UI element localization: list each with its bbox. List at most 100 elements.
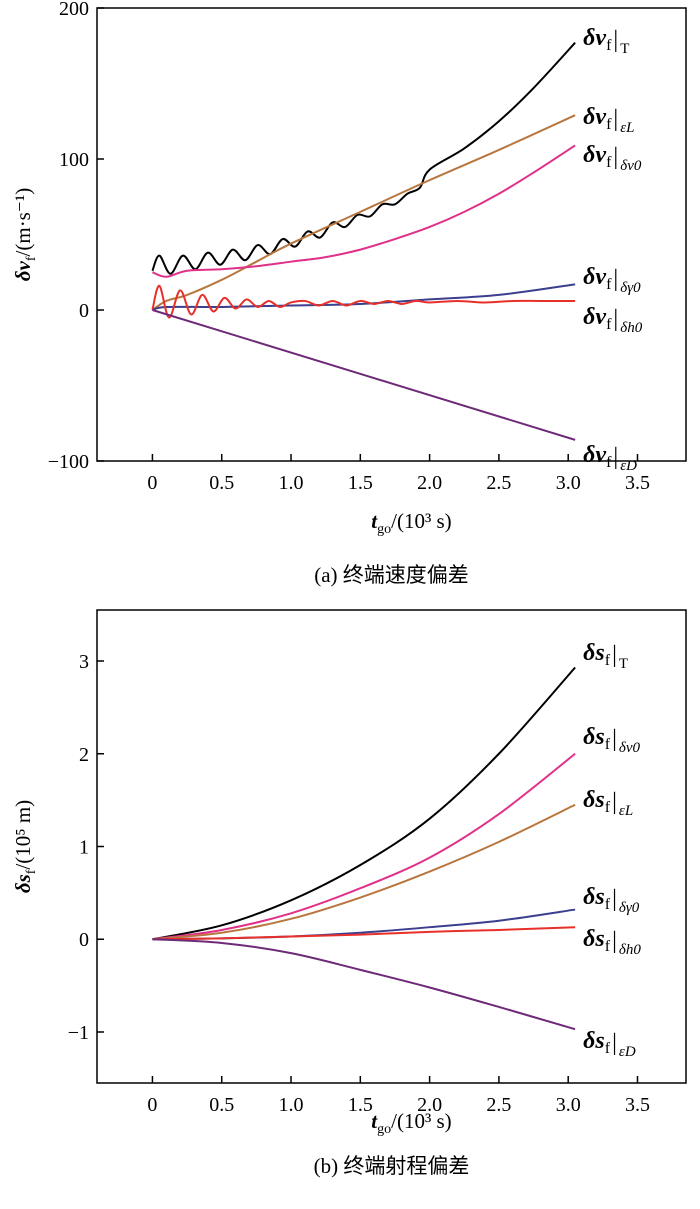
label-sub: f: [605, 1040, 611, 1057]
label-bar: |: [612, 642, 617, 668]
series-label-εL: δvf| εL: [583, 104, 634, 136]
series-label-δv0: δsf| δv0: [583, 724, 640, 756]
label-sub: f: [606, 454, 612, 471]
y-tick-label: 2: [79, 744, 89, 766]
x-label-main: t: [371, 1109, 378, 1133]
x-label-sub: go: [377, 522, 391, 537]
series-line-δv0: [152, 144, 576, 278]
y-label-rest: /(m·s⁻¹): [11, 188, 35, 257]
label-var: δs: [583, 787, 605, 813]
label-bar: |: [613, 444, 618, 470]
x-tick-label: 3.0: [556, 1094, 581, 1116]
label-bar: |: [613, 144, 618, 170]
label-sub: f: [606, 116, 612, 133]
label-cond: δγ0: [619, 900, 640, 916]
x-tick-label: 3.5: [625, 472, 650, 494]
label-var: δv: [583, 304, 606, 330]
label-sub: f: [606, 154, 612, 171]
label-sub: f: [605, 896, 611, 913]
label-bar: |: [613, 266, 618, 292]
label-sub: f: [606, 276, 612, 293]
series-label-δγ0: δvf| δγ0: [583, 264, 641, 296]
series-line-δγ0: [152, 283, 576, 311]
x-tick-label: 2.0: [417, 1094, 442, 1116]
y-label-sub: f: [24, 869, 39, 874]
label-var: δv: [583, 104, 606, 130]
y-tick-label: 100: [59, 149, 89, 171]
x-label-main: t: [371, 509, 378, 533]
x-tick-label: 1.5: [348, 472, 373, 494]
label-var: δs: [583, 724, 605, 750]
label-var: δv: [583, 442, 606, 468]
series-line-εL: [151, 114, 576, 311]
y-tick-label: 200: [59, 0, 89, 20]
chart-caption: (a) 终端速度偏差: [314, 563, 469, 587]
label-bar: |: [613, 27, 618, 53]
label-sub: f: [606, 316, 612, 333]
y-tick-label: 3: [79, 651, 89, 673]
label-cond: δv0: [619, 740, 641, 756]
y-tick-label: −100: [48, 451, 89, 473]
label-bar: |: [613, 306, 618, 332]
label-sub: f: [605, 938, 611, 955]
label-var: δv: [583, 142, 606, 168]
series-label-δγ0: δsf| δγ0: [583, 884, 640, 916]
series-line-εL: [152, 803, 576, 941]
x-tick-label: 1.5: [348, 1094, 373, 1116]
x-tick-label: 3.0: [556, 472, 581, 494]
series-label-εD: δsf| εD: [583, 1028, 636, 1060]
chart-a: 0 0.5 1.0 1.5 2.0 2.5 3.0 3.5 −100 0 100 200 tgo/(10…: [11, 0, 687, 587]
label-sub: f: [605, 652, 611, 669]
x-axis-label: tgo/(10³ s): [371, 509, 451, 537]
y-label-main: δv: [11, 260, 35, 281]
series-label-T: δvf| T: [583, 25, 629, 57]
label-cond: δv0: [620, 158, 642, 174]
y-label-sub: f: [24, 256, 39, 261]
label-cond: εL: [620, 120, 634, 136]
series-line-εD: [152, 938, 576, 1031]
series-line-δv0: [152, 752, 576, 941]
x-tick-label: 0: [147, 1094, 157, 1116]
x-tick-label: 3.5: [625, 1094, 650, 1116]
x-tick-label: 0.5: [209, 1094, 234, 1116]
series-label-εD: δvf| εD: [583, 442, 637, 474]
label-cond: εD: [619, 1044, 636, 1060]
label-cond: T: [619, 656, 628, 672]
x-tick-label: 1.0: [279, 472, 304, 494]
series-line-T: [152, 666, 576, 941]
x-tick-label: 2.5: [486, 1094, 511, 1116]
x-axis-label: tgo/(10³ s): [371, 1109, 451, 1137]
series-label-T: δsf| T: [583, 640, 628, 672]
series-label-δh0: δvf| δh0: [583, 304, 643, 336]
label-cond: T: [620, 41, 629, 57]
x-label-rest: /(10³ s): [391, 509, 452, 533]
x-tick-label: 1.0: [279, 1094, 304, 1116]
label-bar: |: [613, 106, 618, 132]
chart-caption: (b) 终端射程偏差: [314, 1154, 470, 1178]
label-var: δv: [583, 25, 606, 51]
label-cond: δh0: [620, 320, 642, 336]
label-cond: εL: [619, 803, 633, 819]
series-line-δh0: [151, 284, 576, 319]
y-label-main: δs: [11, 874, 35, 893]
label-var: δs: [583, 884, 605, 910]
label-var: δs: [583, 926, 605, 952]
label-cond: εD: [620, 458, 637, 474]
label-sub: f: [605, 736, 611, 753]
chart-b: 0 0.5 1.0 1.5 2.0 2.5 3.0 3.5 −1 0 1 2 3 tgo/(10³ s) δ…: [11, 609, 687, 1178]
series-line-T: [151, 42, 576, 275]
series-label-εL: δsf| εL: [583, 787, 633, 819]
series-label-δv0: δvf| δv0: [583, 142, 642, 174]
x-tick-label: 0: [147, 472, 157, 494]
label-bar: |: [612, 789, 617, 815]
y-tick-label: 1: [79, 837, 89, 859]
label-var: δs: [583, 1028, 605, 1054]
y-axis-label: δsf/(10⁵ m): [11, 800, 39, 893]
label-cond: δh0: [619, 942, 641, 958]
x-label-rest: /(10³ s): [391, 1109, 452, 1133]
series-label-δh0: δsf| δh0: [583, 926, 641, 958]
x-tick-label: 0.5: [209, 472, 234, 494]
y-tick-label: −1: [68, 1022, 89, 1044]
y-label-rest: /(10⁵ m): [11, 800, 35, 870]
